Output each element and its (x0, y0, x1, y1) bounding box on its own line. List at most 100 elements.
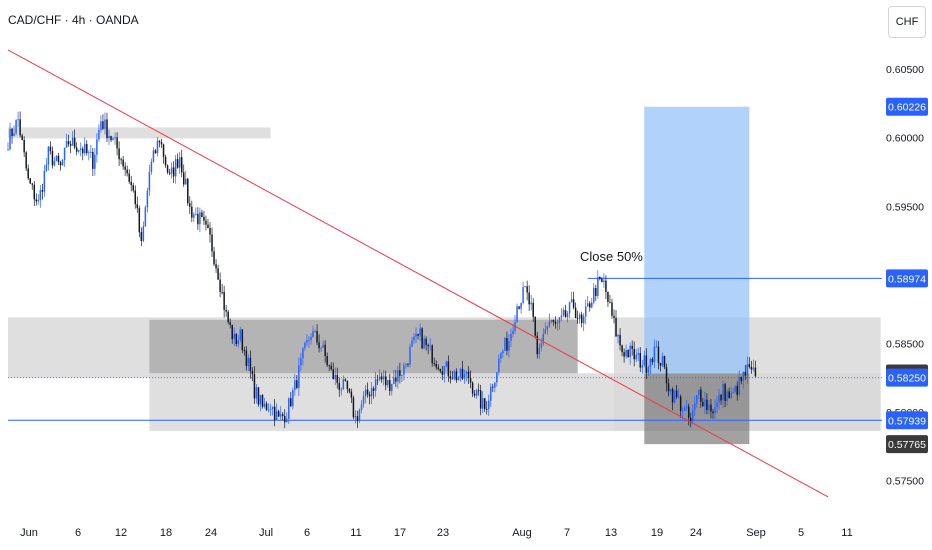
candle-body (586, 303, 589, 307)
candle-body (407, 363, 409, 365)
candle-body (152, 150, 155, 162)
candle-body (288, 398, 290, 419)
x-tick-label: 24 (690, 527, 702, 539)
candle-body (154, 150, 157, 154)
candle-body (253, 374, 256, 399)
price-label: 0.58974 (888, 273, 926, 285)
candle-body (227, 311, 229, 323)
candle-body (269, 408, 272, 410)
candle-body (722, 384, 724, 401)
candle-body (61, 159, 64, 166)
candle-body (110, 135, 112, 141)
candle-body (94, 154, 96, 169)
candle-body (211, 234, 213, 252)
candle-body (556, 322, 559, 324)
candle-body (679, 396, 682, 412)
candle-body (134, 190, 137, 205)
candle-body (712, 411, 714, 414)
candle-body (364, 389, 367, 397)
candles (7, 111, 757, 429)
x-tick-label: 17 (394, 527, 406, 539)
candle-body (116, 137, 118, 149)
candle-body (27, 168, 29, 179)
candle-body (609, 301, 611, 303)
candle-body (265, 403, 268, 410)
candle-body (219, 279, 221, 292)
candle-body (249, 357, 252, 372)
candle-body (84, 144, 86, 154)
candle-body (195, 213, 197, 215)
candle-body (481, 398, 484, 409)
candle-body (237, 340, 240, 344)
candle-body (629, 345, 631, 358)
candle-body (326, 356, 328, 366)
y-tick-label: 0.59500 (886, 201, 924, 213)
candle-body (360, 404, 363, 410)
candle-body (669, 389, 672, 392)
candle-body (338, 383, 341, 390)
candle-body (239, 329, 242, 341)
candle-body (564, 309, 567, 318)
candle-body (625, 350, 627, 357)
candle-body (740, 377, 743, 382)
candle-body (580, 314, 583, 324)
candle-body (661, 355, 664, 366)
symbol-title: CAD/CHF · 4h · OANDA (8, 13, 139, 27)
candle-body (35, 199, 38, 202)
candle-body (538, 347, 541, 355)
candle-body (467, 371, 470, 379)
candle-body (702, 401, 704, 407)
candle-body (49, 146, 52, 151)
candle-body (492, 386, 494, 388)
candle-body (344, 379, 347, 381)
candle-body (451, 378, 454, 380)
candle-body (118, 148, 120, 160)
x-tick-label: Jul (259, 527, 273, 539)
candle-body (7, 149, 9, 151)
candle-body (63, 147, 66, 160)
candle-body (593, 288, 595, 303)
candle-body (322, 344, 324, 348)
x-tick-label: 18 (160, 527, 172, 539)
currency-button[interactable]: CHF (888, 6, 926, 38)
candle-body (683, 407, 686, 411)
candle-body (346, 380, 349, 389)
stop-zone (644, 373, 750, 445)
candle-body (546, 326, 549, 330)
candle-body (368, 394, 371, 397)
candle-body (572, 299, 575, 308)
candle-body (81, 148, 84, 154)
candle-body (415, 334, 417, 337)
candle-body (144, 207, 147, 227)
x-tick-label: 6 (75, 527, 81, 539)
candle-body (187, 178, 189, 204)
candle-body (358, 409, 361, 421)
candle-body (100, 121, 102, 131)
candle-body (677, 396, 680, 398)
candle-body (413, 336, 415, 341)
candle-body (615, 317, 617, 337)
candle-body (45, 164, 48, 171)
candle-body (631, 345, 633, 349)
candle-body (221, 291, 223, 293)
candle-body (267, 409, 270, 411)
candle-body (294, 380, 296, 391)
candle-body (29, 178, 31, 184)
candle-body (19, 119, 21, 136)
candle-body (51, 150, 54, 166)
candle-body (681, 410, 684, 412)
candle-body (526, 286, 528, 293)
price-label: 0.60226 (888, 102, 926, 114)
candle-body (560, 315, 563, 318)
candle-body (233, 333, 235, 340)
candle-body (378, 376, 381, 380)
candle-body (261, 394, 264, 407)
candle-body (540, 343, 543, 348)
candle-body (490, 386, 492, 401)
candle-body (21, 135, 23, 141)
candle-body (403, 365, 405, 375)
candle-body (292, 390, 294, 407)
candle-body (508, 340, 510, 351)
candle-body (530, 302, 532, 305)
